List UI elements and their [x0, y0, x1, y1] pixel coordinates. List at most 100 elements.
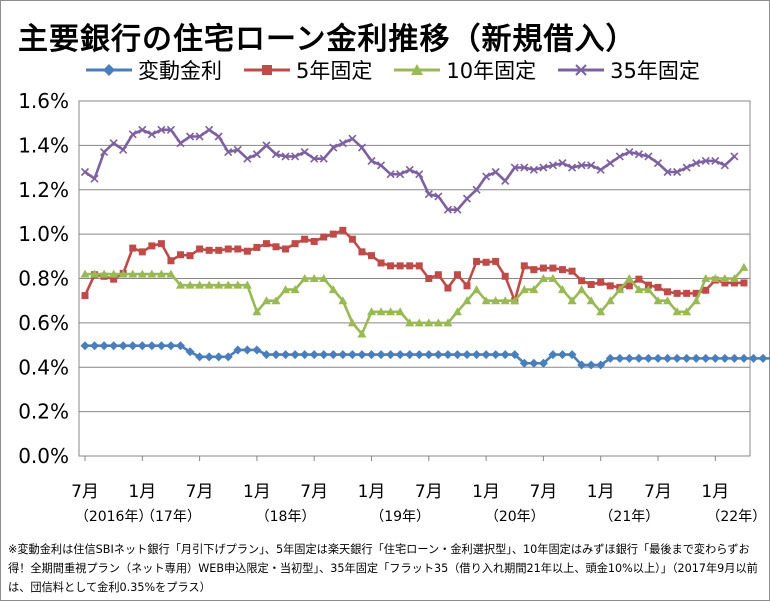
data-point-x: [128, 130, 137, 139]
data-point-diamond: [691, 353, 701, 363]
data-point-x: [634, 150, 643, 159]
data-point-triangle: [452, 307, 462, 316]
data-point-x: [138, 125, 147, 134]
data-point-triangle: [147, 269, 157, 278]
data-point-diamond: [596, 360, 606, 370]
legend-label: 変動金利: [138, 59, 222, 83]
data-point-triangle: [653, 296, 663, 305]
y-tick-label: 0.6%: [18, 311, 69, 335]
data-point-diamond: [252, 345, 262, 355]
data-point-square: [539, 264, 547, 272]
data-point-triangle: [596, 307, 606, 316]
series-line-3: [85, 266, 745, 336]
data-point-x: [510, 163, 519, 172]
data-point-diamond: [749, 353, 758, 363]
data-point-diamond: [147, 341, 157, 351]
data-point-square: [568, 267, 576, 275]
data-point-x: [701, 156, 710, 165]
data-point-diamond: [109, 341, 119, 351]
data-point-square: [253, 243, 261, 251]
data-point-x: [281, 152, 290, 161]
data-point-x: [520, 163, 529, 172]
data-point-triangle: [376, 307, 386, 316]
data-point-triangle: [242, 280, 252, 289]
data-point-diamond: [300, 350, 310, 360]
data-point-square: [310, 237, 318, 245]
data-point-triangle: [643, 285, 653, 294]
data-point-diamond: [729, 353, 739, 363]
data-point-x: [310, 154, 319, 163]
data-point-square: [625, 282, 633, 290]
data-point-x: [720, 161, 729, 170]
x-year-label: （22年）: [706, 509, 767, 525]
data-point-diamond: [118, 341, 128, 351]
data-point-diamond: [500, 350, 510, 360]
chart-legend: 変動金利 5年固定 10年固定 35年固定: [86, 56, 722, 84]
data-point-x: [90, 174, 99, 183]
data-point-triangle: [204, 280, 214, 289]
data-point-square: [721, 279, 729, 287]
data-point-square: [358, 248, 366, 256]
data-point-triangle: [424, 318, 434, 327]
x-year-label: （2016年）: [74, 509, 153, 525]
data-point-square: [654, 283, 662, 291]
data-point-triangle: [529, 285, 539, 294]
data-point-x: [109, 139, 118, 148]
data-point-diamond: [242, 345, 252, 355]
data-point-triangle: [290, 285, 300, 294]
data-point-square: [348, 235, 356, 243]
data-point-diamond: [319, 350, 329, 360]
y-tick-label: 0.4%: [18, 355, 69, 379]
data-point-x: [711, 156, 720, 165]
data-point-x: [396, 170, 405, 179]
data-point-square: [692, 289, 700, 297]
data-point-diamond: [214, 352, 224, 362]
data-point-triangle: [137, 269, 147, 278]
legend-x-marker-icon: [558, 64, 605, 76]
data-point-x: [663, 167, 672, 177]
data-point-square: [492, 257, 500, 265]
data-point-triangle: [223, 280, 233, 289]
data-point-square: [205, 246, 213, 254]
data-point-diamond: [357, 350, 367, 360]
data-point-diamond: [367, 350, 376, 360]
data-point-triangle: [682, 307, 692, 316]
data-point-diamond: [605, 353, 615, 363]
x-month-label: 7月: [529, 482, 558, 502]
data-point-square: [530, 266, 538, 274]
data-point-x: [529, 165, 538, 174]
data-point-x: [176, 139, 185, 148]
data-point-diamond: [281, 350, 291, 360]
data-point-triangle: [567, 296, 577, 305]
series-line-1: [85, 344, 770, 367]
data-point-diamond: [720, 353, 730, 363]
data-point-diamond: [309, 350, 319, 360]
data-point-square: [196, 245, 204, 253]
data-point-x: [205, 125, 214, 134]
x-year-label: （21年）: [599, 509, 660, 525]
data-point-square: [377, 259, 385, 267]
data-point-square: [463, 282, 471, 290]
data-point-x: [558, 159, 567, 168]
data-point-square: [387, 262, 395, 270]
data-point-x: [596, 165, 605, 174]
data-point-triangle: [156, 269, 166, 278]
data-point-square: [549, 264, 557, 272]
data-point-triangle: [605, 296, 615, 305]
data-point-square: [262, 240, 270, 248]
data-point-diamond: [538, 358, 548, 368]
x-month-label: 7月: [185, 482, 214, 502]
data-point-diamond: [424, 350, 434, 360]
data-point-square: [81, 292, 89, 300]
data-point-diamond: [290, 350, 300, 360]
legend-item-variable: 変動金利: [86, 55, 222, 85]
data-point-square: [501, 272, 509, 280]
data-point-x: [491, 167, 500, 177]
data-point-square: [597, 278, 605, 286]
legend-diamond-marker-icon: [86, 64, 132, 76]
data-point-diamond: [529, 358, 539, 368]
data-point-diamond: [510, 350, 520, 360]
data-point-x: [224, 147, 233, 157]
data-point-diamond: [90, 341, 100, 351]
legend-triangle-marker-icon: [394, 64, 441, 75]
